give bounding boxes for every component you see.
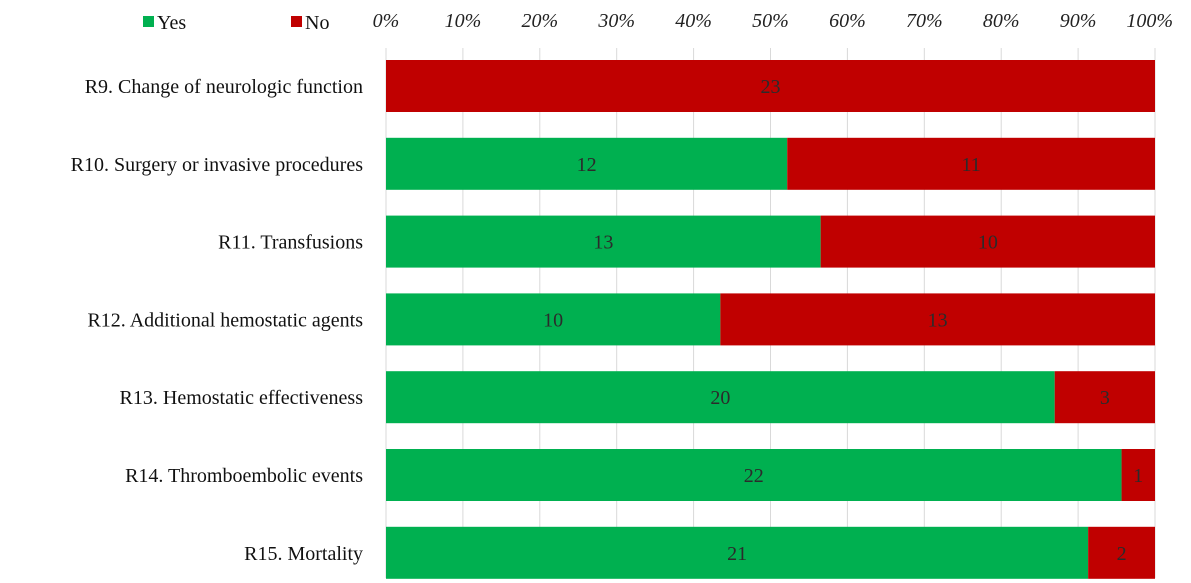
category-label: R12. Additional hemostatic agents <box>87 309 363 331</box>
x-tick-label: 70% <box>906 10 943 32</box>
bar-segment-yes <box>386 137 788 190</box>
data-label: 10 <box>978 232 998 254</box>
data-label: 21 <box>727 543 747 565</box>
x-tick-label: 10% <box>445 10 482 32</box>
category-label: R14. Thromboembolic events <box>125 465 363 487</box>
x-tick-label: 60% <box>829 10 866 32</box>
x-tick-label: 20% <box>521 10 558 32</box>
legend-label: Yes <box>157 12 186 34</box>
bar-segment-yes <box>386 293 721 346</box>
category-label: R11. Transfusions <box>218 232 363 254</box>
bar-segment-yes <box>386 215 821 268</box>
bar-segment-no <box>820 215 1155 268</box>
bar-segment-no <box>386 60 1155 112</box>
data-label: 2 <box>1117 543 1127 565</box>
category-label: R13. Hemostatic effectiveness <box>120 387 364 409</box>
data-label: 13 <box>593 232 613 254</box>
x-tick-label: 90% <box>1060 10 1097 32</box>
data-label: 20 <box>710 387 730 409</box>
data-label: 1 <box>1133 465 1143 487</box>
bar-segment-no <box>1088 526 1155 579</box>
bar-segment-yes <box>386 526 1089 579</box>
data-label: 11 <box>961 154 980 176</box>
data-label: 12 <box>577 154 597 176</box>
category-label: R9. Change of neurologic function <box>85 76 363 98</box>
legend-label: No <box>305 12 329 34</box>
data-label: 13 <box>928 309 948 331</box>
category-labels: R9. Change of neurologic function R10. Su… <box>71 76 364 565</box>
category-label: R10. Surgery or invasive procedures <box>71 154 364 176</box>
data-label: 23 <box>761 76 781 98</box>
bar-segment-no <box>720 293 1155 346</box>
legend: Yes No <box>143 12 329 34</box>
data-label: 10 <box>543 309 563 331</box>
x-tick-label: 30% <box>597 10 635 32</box>
bar-segment-no <box>1121 449 1155 501</box>
bar-segment-no <box>1054 371 1155 424</box>
category-label: R15. Mortality <box>244 543 363 565</box>
bar-segment-yes <box>386 371 1055 424</box>
data-label: 22 <box>744 465 764 487</box>
data-labels: 23 12 11 13 10 10 13 20 3 22 1 21 2 <box>543 76 1143 565</box>
x-tick-label: 0% <box>373 10 400 32</box>
legend-swatch-no <box>291 16 302 27</box>
legend-swatch-yes <box>143 16 154 27</box>
bars <box>386 60 1155 579</box>
x-axis-tick-labels: 0% 10% 20% 30% 40% 50% 60% 70% 80% 90% 100% <box>373 10 1173 32</box>
data-label: 3 <box>1100 387 1110 409</box>
x-tick-label: 100% <box>1126 10 1173 32</box>
x-tick-label: 40% <box>675 10 712 32</box>
x-tick-label: 50% <box>752 10 789 32</box>
bar-segment-no <box>787 137 1155 190</box>
x-tick-label: 80% <box>983 10 1020 32</box>
bar-segment-yes <box>386 449 1122 501</box>
